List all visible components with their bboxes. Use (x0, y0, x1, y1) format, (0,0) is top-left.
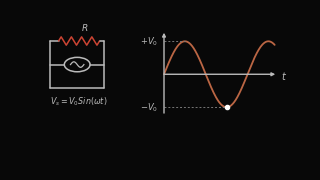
Text: R: R (82, 24, 88, 33)
Text: $V_s = V_0 Sin(\omega t)$: $V_s = V_0 Sin(\omega t)$ (50, 96, 107, 108)
Text: $+V_0$: $+V_0$ (140, 35, 158, 48)
Text: $-V_0$: $-V_0$ (140, 101, 158, 114)
Text: $t$: $t$ (281, 70, 287, 82)
